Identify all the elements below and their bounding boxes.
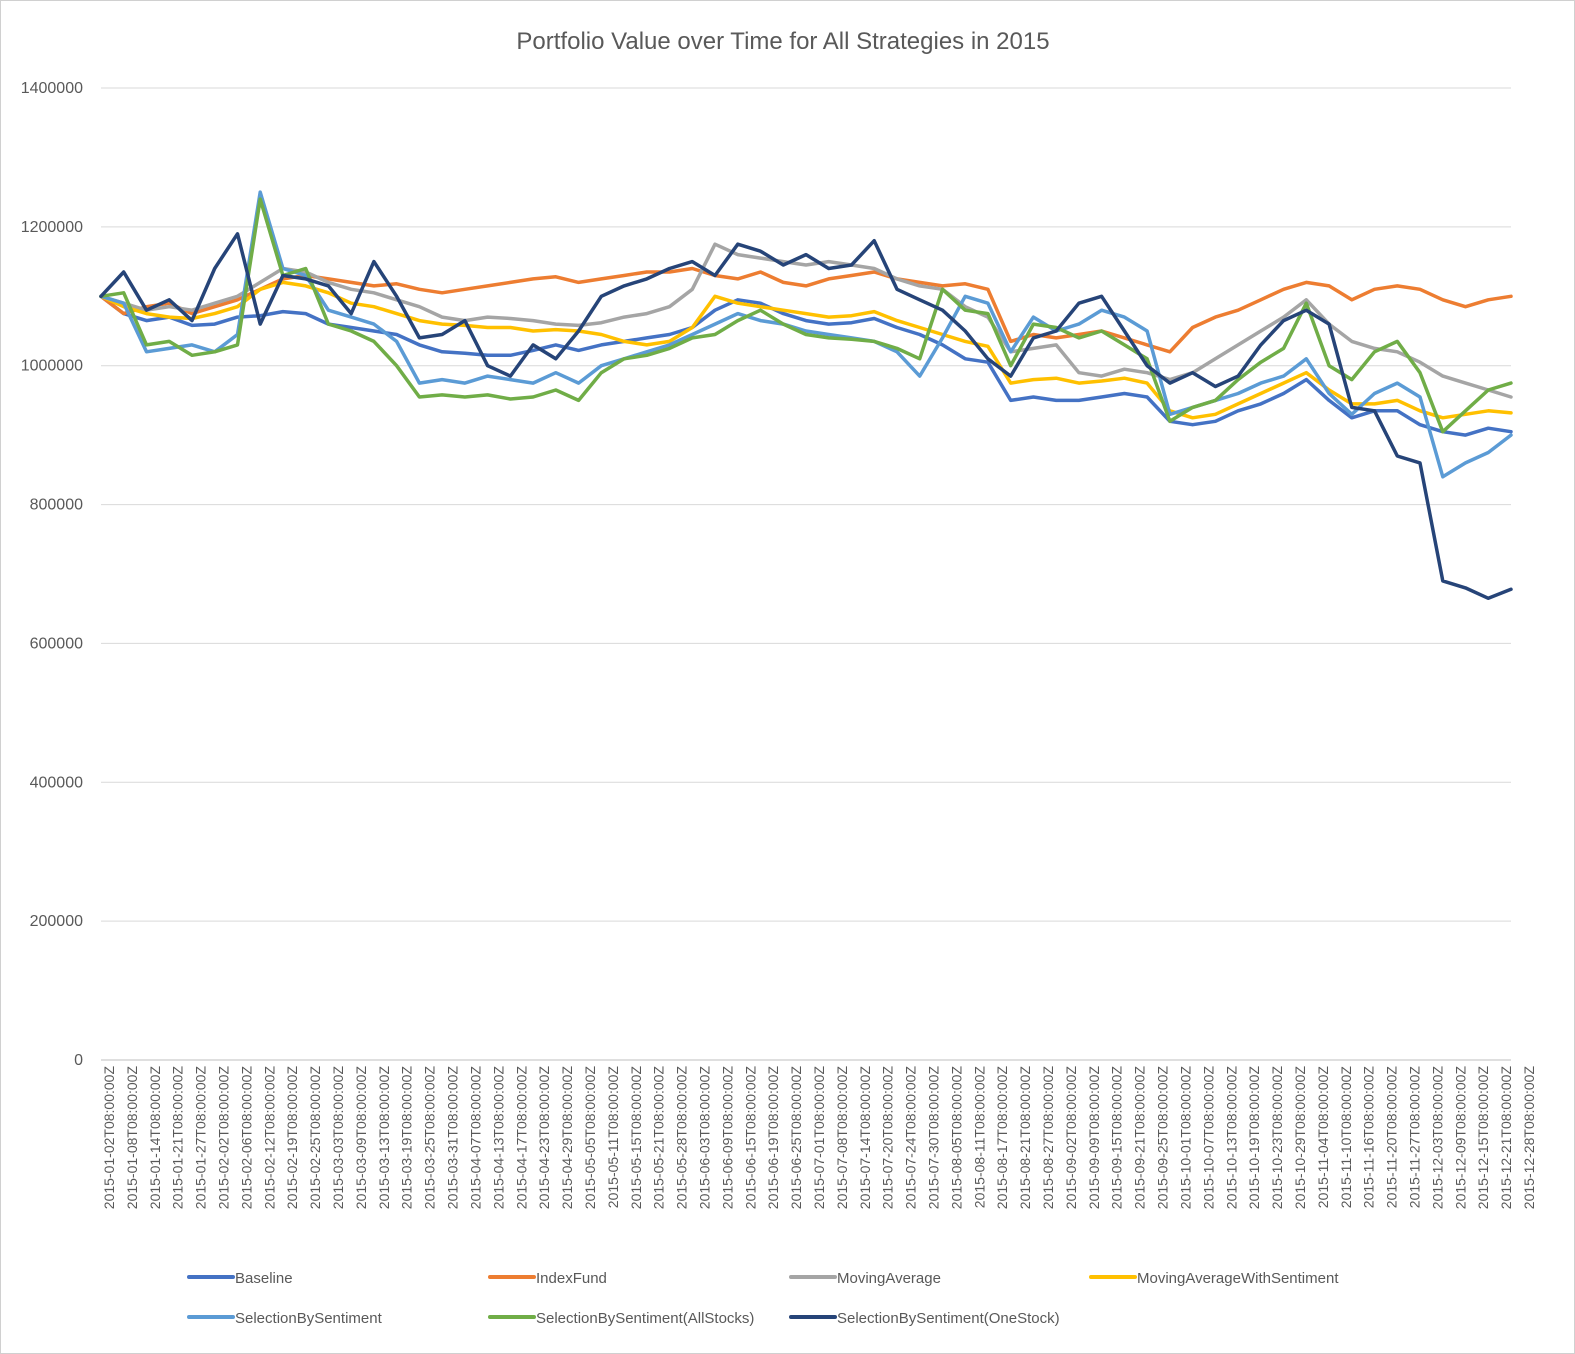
x-tick-label: 2015-10-29T08:00:00Z: [1292, 1066, 1308, 1210]
gridlines: [101, 87, 1511, 922]
x-tick-label: 2015-03-13T08:00:00Z: [376, 1066, 392, 1210]
x-tick-label: 2015-03-19T08:00:00Z: [399, 1066, 415, 1210]
series-lines: [99, 190, 1513, 601]
x-tick-label: 2015-02-02T08:00:00Z: [216, 1066, 232, 1210]
x-tick-label: 2015-05-15T08:00:00Z: [628, 1066, 644, 1210]
series-line-6: [99, 232, 1513, 601]
x-tick-label: 2015-08-11T08:00:00Z: [971, 1066, 987, 1209]
x-tick-label: 2015-10-07T08:00:00Z: [1200, 1066, 1216, 1210]
legend: Baseline IndexFund MovingAverage MovingAver…: [187, 1270, 1339, 1327]
x-tick-label: 2015-07-01T08:00:00Z: [811, 1066, 827, 1210]
legend-label: SelectionBySentiment(OneStock): [837, 1310, 1060, 1327]
x-tick-label: 2015-11-16T08:00:00Z: [1361, 1066, 1377, 1209]
x-tick-label: 2015-11-04T08:00:00Z: [1315, 1066, 1331, 1209]
x-tick-label: 2015-02-06T08:00:00Z: [238, 1066, 254, 1210]
x-axis-tick-labels: 2015-01-02T08:00:00Z 2015-01-08T08:00:00Z…: [101, 1066, 1537, 1210]
x-tick-label: 2015-09-25T08:00:00Z: [1155, 1066, 1171, 1210]
legend-label: MovingAverageWithSentiment: [1137, 1270, 1339, 1287]
x-tick-label: 2015-08-17T08:00:00Z: [994, 1066, 1010, 1210]
y-tick-label: 400000: [30, 774, 83, 791]
x-tick-label: 2015-12-03T08:00:00Z: [1429, 1066, 1445, 1210]
legend-label: Baseline: [235, 1270, 293, 1287]
x-tick-label: 2015-01-02T08:00:00Z: [101, 1066, 117, 1210]
series-line-2: [99, 242, 1513, 399]
x-tick-label: 2015-06-25T08:00:00Z: [788, 1066, 804, 1210]
x-tick-label: 2015-11-20T08:00:00Z: [1384, 1066, 1400, 1209]
x-tick-label: 2015-05-11T08:00:00Z: [605, 1066, 621, 1209]
y-tick-label: 600000: [30, 635, 83, 652]
x-tick-label: 2015-04-23T08:00:00Z: [536, 1066, 552, 1210]
x-tick-label: 2015-08-27T08:00:00Z: [1040, 1066, 1056, 1210]
x-tick-label: 2015-05-21T08:00:00Z: [651, 1066, 667, 1210]
x-tick-label: 2015-01-14T08:00:00Z: [147, 1066, 163, 1210]
x-tick-label: 2015-05-28T08:00:00Z: [674, 1066, 690, 1210]
x-tick-label: 2015-01-08T08:00:00Z: [124, 1066, 140, 1210]
x-tick-label: 2015-10-01T08:00:00Z: [1177, 1066, 1193, 1210]
x-tick-label: 2015-12-28T08:00:00Z: [1521, 1066, 1537, 1210]
y-axis-tick-labels: 0 200000 400000 600000 800000 1000000 1200000 1…: [21, 80, 83, 1069]
x-tick-label: 2015-11-10T08:00:00Z: [1338, 1066, 1354, 1209]
x-tick-label: 2015-11-27T08:00:00Z: [1406, 1066, 1422, 1209]
x-tick-label: 2015-07-30T08:00:00Z: [926, 1066, 942, 1210]
x-tick-label: 2015-09-21T08:00:00Z: [1132, 1066, 1148, 1210]
x-tick-label: 2015-06-03T08:00:00Z: [696, 1066, 712, 1210]
x-tick-label: 2015-08-21T08:00:00Z: [1017, 1066, 1033, 1210]
x-tick-label: 2015-07-20T08:00:00Z: [880, 1066, 896, 1210]
x-tick-label: 2015-02-19T08:00:00Z: [284, 1066, 300, 1210]
y-tick-label: 1400000: [21, 80, 83, 97]
x-tick-label: 2015-07-24T08:00:00Z: [903, 1066, 919, 1210]
x-tick-label: 2015-01-27T08:00:00Z: [193, 1066, 209, 1210]
y-tick-label: 800000: [30, 497, 83, 514]
legend-label: MovingAverage: [837, 1270, 941, 1287]
x-tick-label: 2015-10-13T08:00:00Z: [1223, 1066, 1239, 1210]
x-tick-label: 2015-07-14T08:00:00Z: [857, 1066, 873, 1210]
x-tick-label: 2015-12-15T08:00:00Z: [1475, 1066, 1491, 1210]
y-tick-label: 0: [74, 1052, 83, 1069]
x-tick-label: 2015-04-29T08:00:00Z: [559, 1066, 575, 1210]
x-tick-label: 2015-03-31T08:00:00Z: [445, 1066, 461, 1210]
series-line-5: [99, 197, 1513, 434]
x-tick-label: 2015-09-15T08:00:00Z: [1109, 1066, 1125, 1210]
x-tick-label: 2015-03-25T08:00:00Z: [422, 1066, 438, 1210]
x-tick-label: 2015-06-09T08:00:00Z: [719, 1066, 735, 1210]
x-tick-label: 2015-02-25T08:00:00Z: [307, 1066, 323, 1210]
x-tick-label: 2015-12-21T08:00:00Z: [1498, 1066, 1514, 1210]
y-tick-label: 1000000: [21, 358, 83, 375]
series-line-1: [99, 266, 1513, 354]
y-tick-label: 1200000: [21, 219, 83, 236]
x-tick-label: 2015-09-09T08:00:00Z: [1086, 1066, 1102, 1210]
legend-label: SelectionBySentiment: [235, 1310, 383, 1327]
x-tick-label: 2015-09-02T08:00:00Z: [1063, 1066, 1079, 1210]
series-line-3: [99, 280, 1513, 420]
x-tick-label: 2015-04-17T08:00:00Z: [513, 1066, 529, 1210]
x-tick-label: 2015-03-09T08:00:00Z: [353, 1066, 369, 1210]
x-tick-label: 2015-06-19T08:00:00Z: [765, 1066, 781, 1210]
x-tick-label: 2015-07-08T08:00:00Z: [834, 1066, 850, 1210]
x-tick-label: 2015-03-03T08:00:00Z: [330, 1066, 346, 1210]
x-tick-label: 2015-02-12T08:00:00Z: [261, 1066, 277, 1210]
legend-label: SelectionBySentiment(AllStocks): [536, 1310, 754, 1327]
x-tick-label: 2015-10-23T08:00:00Z: [1269, 1066, 1285, 1210]
legend-label: IndexFund: [536, 1270, 607, 1287]
x-tick-label: 2015-01-21T08:00:00Z: [170, 1066, 186, 1210]
x-tick-label: 2015-05-05T08:00:00Z: [582, 1066, 598, 1210]
y-tick-label: 200000: [30, 913, 83, 930]
x-tick-label: 2015-08-05T08:00:00Z: [948, 1066, 964, 1210]
series-line-4: [99, 190, 1513, 479]
x-tick-label: 2015-10-19T08:00:00Z: [1246, 1066, 1262, 1210]
x-tick-label: 2015-04-07T08:00:00Z: [467, 1066, 483, 1210]
x-tick-label: 2015-06-15T08:00:00Z: [742, 1066, 758, 1210]
x-tick-label: 2015-12-09T08:00:00Z: [1452, 1066, 1468, 1210]
chart-title: Portfolio Value over Time for All Strate…: [516, 28, 1049, 55]
x-tick-label: 2015-04-13T08:00:00Z: [490, 1066, 506, 1210]
